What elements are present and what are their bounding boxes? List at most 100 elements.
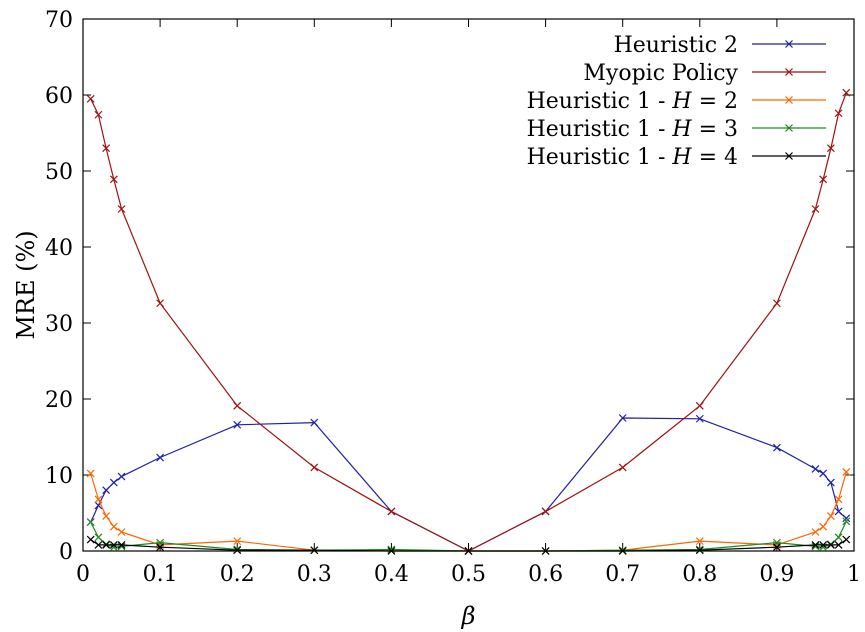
data-point: [117, 542, 126, 551]
data-point: [618, 463, 627, 472]
legend-label: Heuristic 1 - H = 4: [527, 145, 738, 170]
legend-swatch-marker: [785, 124, 793, 132]
data-point: [156, 543, 165, 552]
data-point: [826, 144, 835, 153]
data-point: [826, 540, 835, 549]
data-point: [834, 540, 843, 549]
y-tick-label: 50: [45, 160, 73, 185]
data-point: [826, 478, 835, 487]
y-tick-label: 70: [45, 8, 73, 33]
data-point: [811, 464, 820, 473]
x-tick-label: 0.8: [682, 562, 717, 587]
data-point: [842, 468, 851, 476]
data-point: [109, 478, 118, 487]
series-heuristic-1-h-2: [86, 468, 851, 555]
plot-frame: [82, 18, 855, 552]
data-point: [233, 537, 242, 546]
plot-border: [82, 18, 855, 552]
y-axis: 0 10 20 30 40 50 60 70: [45, 8, 854, 565]
data-point: [102, 486, 111, 495]
data-point: [541, 547, 550, 555]
legend-swatch-marker: [785, 40, 793, 48]
x-tick-label: 0: [76, 562, 90, 587]
legend-label: Heuristic 2: [614, 33, 738, 58]
y-tick-label: 0: [59, 540, 73, 565]
data-point: [541, 507, 550, 516]
data-point: [772, 543, 781, 552]
legend-item: Myopic Policy: [583, 61, 826, 86]
data-point: [811, 540, 820, 549]
series-line: [90, 417, 847, 552]
data-point: [117, 540, 126, 549]
data-point: [233, 420, 242, 429]
data-point: [117, 472, 126, 481]
x-tick-label: 0.5: [451, 562, 486, 587]
x-tick-label: 0.9: [759, 562, 794, 587]
data-point: [695, 537, 704, 546]
y-tick-label: 10: [45, 464, 73, 489]
legend-item: Heuristic 1 - H = 4: [527, 145, 826, 170]
data-point: [387, 545, 396, 554]
series-heuristic-2: [86, 414, 851, 555]
x-tick-label: 0.4: [374, 562, 409, 587]
data-point: [811, 528, 820, 536]
data-point: [772, 299, 781, 308]
data-point: [86, 518, 95, 527]
x-tick-label: 0.1: [143, 562, 178, 587]
data-point: [109, 540, 118, 549]
y-tick-label: 30: [45, 312, 73, 337]
data-point: [842, 535, 851, 544]
data-point: [94, 495, 103, 504]
x-tick-label: 0.6: [528, 562, 563, 587]
data-point: [156, 299, 165, 308]
data-point: [86, 535, 95, 544]
x-axis: 0 0.1 0.2 0.3 0.4 0.5 0.6 0.7 0.8 0.9 1: [76, 19, 861, 587]
data-point: [618, 547, 627, 555]
data-point: [310, 463, 319, 472]
data-point: [310, 418, 319, 427]
data-point: [618, 414, 627, 422]
data-point: [819, 175, 828, 184]
legend-swatch-marker: [785, 68, 793, 76]
x-tick-label: 1: [847, 562, 861, 587]
data-point: [117, 528, 126, 536]
data-point: [695, 546, 704, 555]
data-point: [819, 469, 828, 478]
data-point: [109, 175, 118, 184]
legend-item: Heuristic 2: [614, 33, 826, 58]
data-point: [819, 522, 828, 531]
data-point: [102, 540, 111, 549]
data-point: [117, 205, 126, 213]
legend-label: Heuristic 1 - H = 3: [527, 117, 738, 142]
data-point: [826, 512, 835, 520]
data-point: [695, 401, 704, 410]
series-layer: [86, 88, 851, 555]
data-point: [811, 542, 820, 551]
data-point: [842, 514, 851, 523]
series-heuristic-1-h-4: [86, 535, 851, 555]
data-point: [94, 533, 103, 542]
data-point: [811, 205, 820, 213]
data-point: [464, 547, 473, 555]
data-point: [387, 507, 396, 516]
data-point: [86, 469, 95, 478]
y-tick-label: 40: [45, 236, 73, 261]
data-point: [695, 414, 704, 423]
data-point: [842, 88, 851, 97]
data-point: [233, 546, 242, 555]
data-point: [387, 547, 396, 555]
data-point: [109, 522, 118, 531]
legend-item: Heuristic 1 - H = 3: [527, 117, 826, 142]
x-tick-label: 0.7: [605, 562, 640, 587]
data-point: [156, 453, 165, 462]
data-point: [102, 512, 111, 520]
legend: Heuristic 2 Myopic Policy Heuristic 1 - H …: [527, 33, 826, 170]
legend-item: Heuristic 1 - H = 2: [527, 89, 826, 114]
series-line: [90, 471, 847, 552]
data-point: [772, 443, 781, 452]
data-point: [233, 401, 242, 410]
y-axis-title: MRE (%): [12, 230, 40, 339]
y-tick-label: 20: [45, 388, 73, 413]
data-point: [94, 110, 103, 119]
x-tick-label: 0.2: [220, 562, 255, 587]
